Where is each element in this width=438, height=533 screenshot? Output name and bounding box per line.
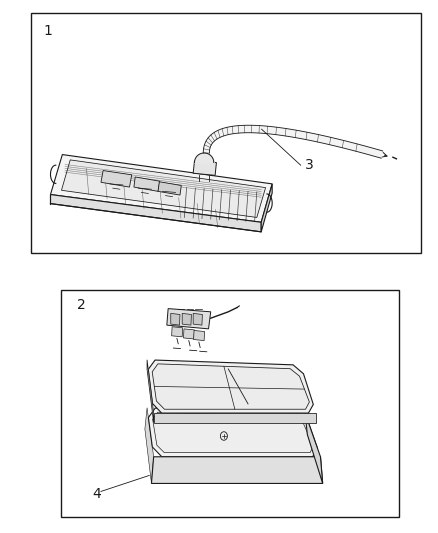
Polygon shape xyxy=(158,182,181,195)
Bar xyxy=(61,290,399,517)
Polygon shape xyxy=(166,309,210,329)
Polygon shape xyxy=(261,184,272,232)
Text: 4: 4 xyxy=(92,487,101,501)
Text: 2: 2 xyxy=(77,298,85,312)
Polygon shape xyxy=(193,313,202,325)
Polygon shape xyxy=(203,125,382,158)
Polygon shape xyxy=(183,329,194,339)
Polygon shape xyxy=(101,171,131,187)
Polygon shape xyxy=(50,155,272,222)
Polygon shape xyxy=(304,413,322,483)
Polygon shape xyxy=(151,457,322,483)
Bar xyxy=(31,13,420,253)
Polygon shape xyxy=(193,330,204,341)
Text: 1: 1 xyxy=(44,24,53,38)
Polygon shape xyxy=(50,195,261,232)
Polygon shape xyxy=(152,364,309,409)
Polygon shape xyxy=(148,360,313,413)
Polygon shape xyxy=(152,412,313,453)
Polygon shape xyxy=(153,413,315,423)
Polygon shape xyxy=(61,160,265,217)
Text: 3: 3 xyxy=(304,158,313,172)
Polygon shape xyxy=(170,313,180,325)
Polygon shape xyxy=(134,177,159,191)
Polygon shape xyxy=(182,313,191,325)
Polygon shape xyxy=(148,408,317,457)
Polygon shape xyxy=(193,161,216,175)
Polygon shape xyxy=(145,408,153,483)
Polygon shape xyxy=(171,327,182,337)
Polygon shape xyxy=(147,360,153,423)
